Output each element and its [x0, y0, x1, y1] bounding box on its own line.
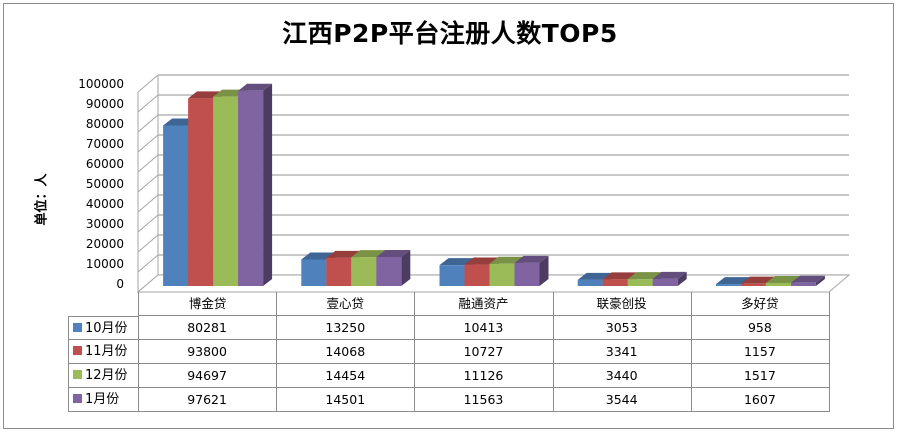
- y-tick-label: 60000: [85, 156, 124, 171]
- bar: [652, 271, 687, 286]
- legend-entry: 11月份: [68, 340, 139, 364]
- table-value-cell: 10727: [414, 340, 554, 364]
- y-tick-label: 0: [116, 276, 124, 291]
- y-tick-label: 90000: [85, 96, 124, 111]
- category-label: 融通资产: [414, 292, 554, 316]
- table-value-cell: 11563: [414, 388, 554, 412]
- y-tick-label: 20000: [85, 236, 124, 251]
- legend-swatch-icon: [73, 370, 82, 379]
- legend-swatch-icon: [73, 394, 82, 403]
- legend-label: 12月份: [85, 368, 128, 383]
- table-value-cell: 93800: [138, 340, 278, 364]
- bar: [238, 83, 273, 287]
- table-value-cell: 3440: [552, 364, 692, 388]
- table-value-cell: 11126: [414, 364, 554, 388]
- y-tick-label: 100000: [78, 76, 124, 91]
- table-value-cell: 1517: [690, 364, 830, 388]
- legend-swatch-icon: [73, 323, 82, 332]
- legend-entry: 12月份: [68, 364, 139, 388]
- y-tick-label: 10000: [85, 256, 124, 271]
- table-value-cell: 14501: [276, 388, 416, 412]
- category-label: 联豪创投: [552, 292, 692, 316]
- table-value-cell: 80281: [138, 316, 278, 340]
- table-value-cell: 14068: [276, 340, 416, 364]
- legend-entry: 10月份: [68, 316, 139, 340]
- legend-swatch-icon: [73, 346, 82, 355]
- table-value-cell: 1607: [690, 388, 830, 412]
- bar: [790, 275, 825, 286]
- bar: [376, 249, 411, 286]
- table-value-cell: 3341: [552, 340, 692, 364]
- table-value-cell: 13250: [276, 316, 416, 340]
- table-value-cell: 14454: [276, 364, 416, 388]
- chart-frame: [3, 3, 894, 429]
- bar: [514, 255, 549, 286]
- legend-entry: 1月份: [68, 388, 139, 412]
- table-value-cell: 958: [690, 316, 830, 340]
- category-label: 博金贷: [138, 292, 278, 316]
- table-value-cell: 94697: [138, 364, 278, 388]
- table-value-cell: 10413: [414, 316, 554, 340]
- table-value-cell: 3544: [552, 388, 692, 412]
- table-value-cell: 1157: [690, 340, 830, 364]
- category-label: 壹心贷: [276, 292, 416, 316]
- table-value-cell: 97621: [138, 388, 278, 412]
- y-tick-label: 40000: [85, 196, 124, 211]
- y-tick-label: 80000: [85, 116, 124, 131]
- y-tick-label: 70000: [85, 136, 124, 151]
- y-tick-label: 30000: [85, 216, 124, 231]
- chart-title: 江西P2P平台注册人数TOP5: [282, 19, 618, 48]
- table-value-cell: 3053: [552, 316, 692, 340]
- legend-label: 11月份: [85, 344, 128, 359]
- category-label: 多好贷: [690, 292, 830, 316]
- legend-label: 1月份: [85, 392, 120, 407]
- legend-label: 10月份: [85, 321, 128, 336]
- y-tick-label: 50000: [85, 176, 124, 191]
